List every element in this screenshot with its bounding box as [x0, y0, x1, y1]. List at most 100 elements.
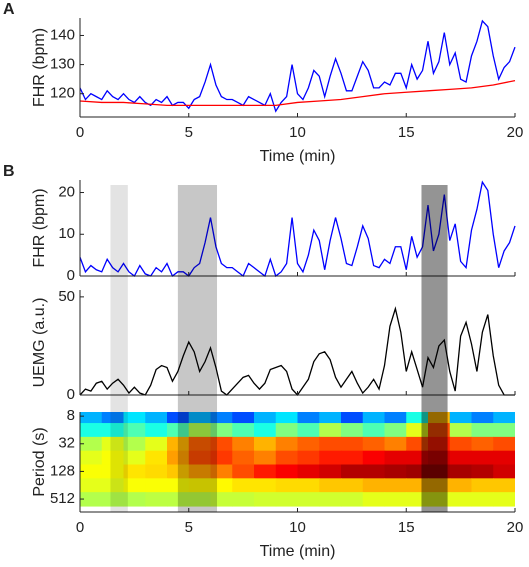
heatmap-cell: [384, 423, 407, 438]
heatmap-cell: [428, 450, 451, 466]
heatmap-cell: [210, 492, 233, 507]
heatmap-cell: [319, 412, 342, 424]
highlight-window: [110, 185, 128, 512]
heatmap-cell: [101, 423, 125, 438]
heatmap-cell: [167, 436, 190, 452]
heatmap-cell: [275, 436, 299, 452]
x-tick-label: 0: [76, 124, 84, 141]
heatmap-cell: [80, 423, 103, 438]
x-tick-label: 15: [398, 124, 415, 141]
heatmap-cell: [297, 478, 320, 493]
heatmap-cell: [80, 478, 103, 493]
heatmap-cell: [275, 412, 299, 424]
x-tick-label: 5: [185, 124, 193, 141]
heatmap-cell: [428, 492, 451, 507]
heatmap-cell: [145, 412, 168, 424]
heatmap-cell: [101, 464, 125, 479]
heatmap-cell: [362, 450, 386, 466]
y-tick-label: 8: [67, 407, 75, 424]
heatmap-cell: [297, 464, 320, 479]
heatmap-cell: [297, 423, 320, 438]
heatmap-cell: [210, 464, 233, 479]
heatmap-cell: [471, 492, 494, 507]
y-tick-label: 20: [58, 183, 75, 200]
heatmap-cell: [232, 450, 255, 466]
heatmap-cell: [384, 436, 407, 452]
heatmap-cell: [319, 423, 342, 438]
heatmap-cell: [210, 436, 233, 452]
heatmap-cell: [188, 492, 212, 507]
y-tick-label: 50: [58, 288, 75, 305]
heatmap-cell: [254, 423, 277, 438]
heatmap-cell: [232, 492, 255, 507]
y-tick-label: 0: [67, 386, 75, 403]
heatmap-cell: [341, 450, 364, 466]
heatmap-cell: [145, 478, 168, 493]
line: [79, 306, 515, 397]
heatmap-cell: [406, 436, 429, 452]
heatmap-cell: [188, 412, 212, 424]
heatmap-cell: [254, 492, 277, 507]
heatmap-cell: [471, 450, 494, 466]
y-tick-label: 10: [58, 225, 75, 242]
x-tick-label: 10: [289, 519, 306, 536]
heatmap-cell: [428, 478, 451, 493]
heatmap-cell: [428, 423, 451, 438]
heatmap-cell: [384, 464, 407, 479]
heatmap-cell: [167, 412, 190, 424]
heatmap-cell: [406, 478, 429, 493]
heatmap-cell: [493, 492, 515, 507]
heatmap-cell: [123, 450, 146, 466]
heatmap-cell: [449, 450, 473, 466]
heatmap-cell: [341, 436, 364, 452]
heatmap-cell: [493, 423, 515, 438]
heatmap-cell: [145, 464, 168, 479]
y-tick-label: 0: [67, 267, 75, 284]
heatmap-cell: [188, 450, 212, 466]
heatmap-cell: [275, 450, 299, 466]
x-tick-label: 15: [398, 519, 415, 536]
y-tick-label: 512: [50, 490, 75, 507]
x-tick-label: 20: [507, 124, 524, 141]
heatmap-cell: [449, 423, 473, 438]
heatmap-cell: [428, 412, 451, 424]
heatmap-cell: [188, 478, 212, 493]
heatmap-cell: [406, 492, 429, 507]
heatmap-cell: [188, 464, 212, 479]
heatmap-cell: [232, 423, 255, 438]
heatmap-cell: [319, 450, 342, 466]
heatmap-cell: [341, 423, 364, 438]
heatmap-cell: [471, 436, 494, 452]
line: [79, 19, 516, 113]
heatmap-cell: [167, 492, 190, 507]
heatmap-cell: [471, 464, 494, 479]
heatmap-cell: [254, 464, 277, 479]
heatmap-cell: [406, 450, 429, 466]
heatmap-cell: [341, 412, 364, 424]
x-axis-label: Time (min): [260, 148, 336, 165]
heatmap-cell: [449, 436, 473, 452]
heatmap-cell: [123, 436, 146, 452]
heatmap-cell: [210, 412, 233, 424]
heatmap-cell: [319, 478, 342, 493]
heatmap-cell: [232, 436, 255, 452]
heatmap-cell: [406, 412, 429, 424]
heatmap-cell: [123, 412, 146, 424]
heatmap-cell: [493, 436, 515, 452]
heatmap-cell: [145, 436, 168, 452]
heatmap-cell: [493, 478, 515, 493]
heatmap-cell: [167, 478, 190, 493]
x-tick-label: 0: [76, 519, 84, 536]
heatmap-cell: [80, 450, 103, 466]
y-tick-label: 32: [58, 435, 75, 452]
x-tick-label: 20: [507, 519, 524, 536]
heatmap-cell: [167, 464, 190, 479]
x-tick-label: 5: [185, 519, 193, 536]
heatmap-cell: [362, 478, 386, 493]
heatmap-cell: [471, 423, 494, 438]
heatmap-cell: [101, 412, 125, 424]
line: [79, 79, 516, 106]
heatmap-cell: [406, 423, 429, 438]
heatmap-cell: [210, 423, 233, 438]
